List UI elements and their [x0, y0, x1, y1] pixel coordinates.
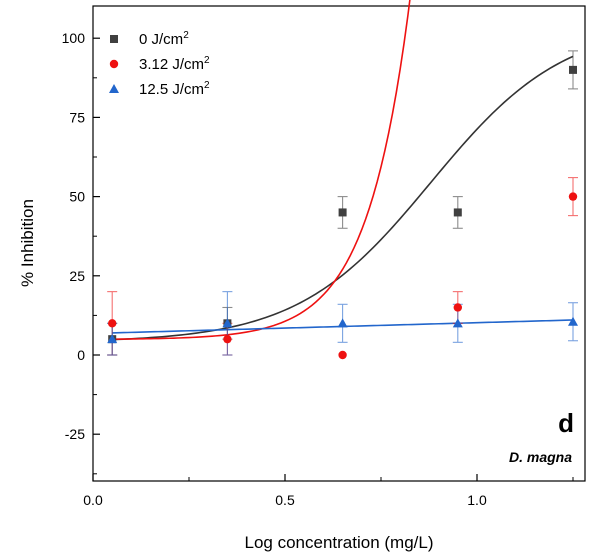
fit-curves [112, 0, 574, 341]
y-tick-label: 0 [77, 347, 85, 363]
data-point-series-3 [107, 334, 118, 344]
species-label: D. magna [509, 449, 572, 465]
data-point-series-1 [569, 65, 577, 74]
y-tick-label: 25 [69, 268, 85, 284]
data-point-series-3 [337, 318, 348, 328]
y-tick-label: 50 [69, 189, 85, 205]
legend-label: 0 J/cm2 [139, 30, 189, 48]
data-point-series-2 [453, 303, 462, 312]
legend-label-superscript: 2 [183, 30, 189, 41]
panel-letter: d [558, 408, 574, 438]
legend-label: 3.12 J/cm2 [139, 55, 210, 73]
data-point-series-3 [568, 316, 578, 326]
y-tick-label: 75 [69, 109, 85, 125]
legend-label-superscript: 2 [204, 55, 210, 66]
fit-curve-series-2 [112, 0, 411, 340]
fit-curve-series-1 [112, 55, 574, 341]
legend-marker [109, 84, 119, 93]
data-point-series-3 [222, 318, 233, 328]
data-point-series-2 [223, 334, 232, 344]
plot-frame [92, 5, 586, 482]
y-tick-label: 100 [62, 30, 86, 46]
axis-ticks: 0.0 0.5 1.0 -25 0 25 50 75 100 [62, 30, 574, 508]
data-point-series-1 [453, 208, 462, 217]
x-tick-label: 1.0 [467, 492, 487, 508]
data-point-series-1 [338, 208, 347, 217]
x-tick-label: 0.5 [275, 492, 295, 508]
legend-label-superscript: 2 [204, 80, 210, 91]
data-point-series-3 [452, 318, 463, 328]
legend-label: 12.5 J/cm2 [139, 80, 210, 98]
data-point-series-2 [568, 192, 578, 201]
data-points [107, 65, 578, 360]
legend-marker [110, 35, 118, 43]
data-point-series-2 [108, 319, 117, 328]
legend: 0 J/cm2 3.12 J/cm2 12.5 J/cm2 [109, 30, 210, 98]
x-axis-title: Log concentration (mg/L) [245, 533, 434, 552]
y-tick-label: -25 [65, 426, 85, 442]
y-axis-title: % Inhibition [18, 199, 37, 287]
x-tick-label: 0.0 [83, 492, 103, 508]
data-point-series-2 [338, 350, 347, 360]
legend-marker [109, 59, 119, 69]
